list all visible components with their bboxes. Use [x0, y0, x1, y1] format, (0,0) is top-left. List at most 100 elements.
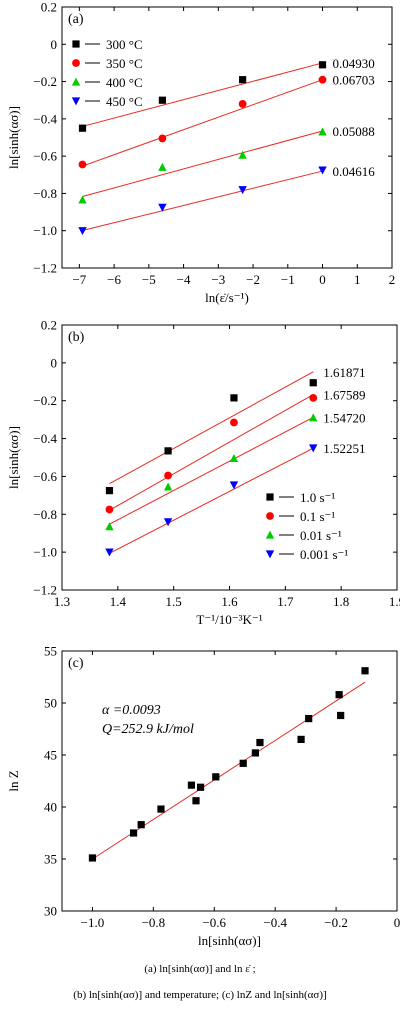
data-point: [192, 797, 200, 805]
panel-label: (a): [68, 12, 84, 27]
data-point: [230, 418, 238, 427]
data-point: [309, 413, 318, 422]
x-tick-label: 1.9: [389, 594, 400, 609]
data-point: [318, 75, 327, 84]
data-point: [318, 127, 327, 136]
slope-label: 0.04616: [333, 164, 376, 179]
fit-line: [92, 681, 366, 860]
y-tick-label: −0.2: [33, 393, 57, 408]
data-point: [163, 518, 173, 527]
x-tick-label: 1.3: [54, 594, 70, 609]
panel-label: (c): [68, 656, 84, 671]
legend-marker: [72, 40, 80, 48]
data-point: [78, 227, 87, 236]
legend: 1.0 s⁻¹ 0.1 s⁻¹ 0.01 s⁻¹ 0.001 s⁻¹: [265, 490, 348, 562]
y-tick-label: 30: [44, 904, 57, 919]
panel-label: (b): [68, 330, 85, 345]
x-tick-label: −2: [246, 272, 260, 287]
data-point: [78, 195, 87, 204]
x-tick-label: −3: [211, 272, 225, 287]
data-point: [164, 447, 172, 455]
fit-line: [109, 394, 314, 511]
fit-line: [82, 170, 323, 232]
x-tick-label: −6: [107, 272, 121, 287]
legend-label: 0.01 s⁻¹: [300, 528, 342, 543]
y-tick-label: −0.4: [33, 111, 57, 126]
fit-line: [82, 130, 323, 198]
data-point: [335, 691, 343, 699]
data-point: [164, 471, 172, 480]
data-point: [158, 134, 167, 143]
fit-line: [82, 62, 323, 127]
legend-label: 450 °C: [106, 94, 143, 109]
y-tick-label: −0.8: [33, 186, 57, 201]
data-point: [309, 379, 317, 387]
data-point: [229, 481, 239, 490]
series-3: 1.54720: [105, 410, 366, 531]
caption-line-2: (b) ln[sinh(ασ)] and temperature; (c) ln…: [73, 989, 327, 1001]
x-tick-label: −5: [142, 272, 156, 287]
x-tick-label: −1.0: [81, 915, 105, 930]
data-point: [212, 773, 220, 781]
y-tick-label: −0.6: [33, 149, 57, 164]
annotation-2: Q=252.9 kJ/mol: [102, 722, 194, 737]
chart-panel-1: −7 −6 −5 −4 −3 −2 −1 0 1 2 0.2 0 −0.2 −0.4 −0.6 −0.8 −1.…: [6, 0, 395, 305]
series-2: 0.06703: [78, 73, 375, 169]
legend-label: 0.001 s⁻¹: [300, 547, 348, 562]
series-3: 0.05088: [78, 124, 375, 204]
y-tick-label: −0.4: [33, 431, 57, 446]
slope-label: 1.61871: [323, 365, 365, 380]
y-tick-label: 50: [44, 696, 57, 711]
legend-marker: [72, 59, 80, 67]
annotation-1: α =0.0093: [102, 703, 161, 718]
x-tick-label: −4: [177, 272, 191, 287]
y-tick-label: −1.0: [33, 223, 57, 238]
x-tick-label: 1.8: [333, 594, 349, 609]
y-tick-label: −1.0: [33, 545, 57, 560]
y-tick-label: 35: [44, 852, 57, 867]
data-point: [238, 186, 247, 195]
data-point: [256, 738, 264, 747]
x-tick-label: 1: [354, 272, 361, 287]
x-tick-label: 1.6: [221, 594, 238, 609]
fit-line: [109, 371, 314, 485]
fit-line: [109, 447, 314, 554]
legend-label: 1.0 s⁻¹: [300, 490, 335, 505]
legend-label: 300 °C: [106, 37, 143, 52]
data-point: [238, 150, 247, 159]
data-point: [158, 162, 167, 171]
chart-panel-3: −1.0 −0.8 −0.6 −0.4 −0.2 0 30 35 40 45 50 55 ln[sinh…: [6, 644, 400, 949]
x-tick-label: −1: [281, 272, 295, 287]
data-point: [239, 76, 247, 84]
x-axis-label: ln(ε̇/s⁻¹): [205, 290, 249, 305]
legend-label: 400 °C: [106, 75, 143, 90]
x-tick-label: 1.4: [110, 594, 127, 609]
x-tick-label: −0.2: [324, 915, 348, 930]
data-point: [305, 715, 313, 723]
y-tick-label: −1.2: [33, 261, 57, 276]
data-point: [297, 735, 305, 743]
data-point: [105, 487, 114, 495]
fit-line: [109, 416, 314, 525]
data-point: [129, 829, 138, 837]
legend-marker: [265, 550, 275, 559]
data-point: [78, 124, 87, 132]
x-tick-label: 2: [389, 272, 396, 287]
data-point: [318, 61, 327, 69]
legend-marker: [71, 77, 81, 86]
data-point: [187, 781, 196, 789]
slope-label: 0.05088: [333, 124, 375, 139]
y-tick-label: 0: [51, 355, 58, 370]
data-point: [157, 805, 165, 813]
y-tick-label: −1.2: [33, 583, 57, 598]
caption-line-1: (a) ln[sinh(ασ)] and ln ε̇ ;: [144, 963, 256, 975]
data-point: [361, 667, 369, 675]
y-tick-label: −0.2: [33, 74, 57, 89]
slope-label: 0.04930: [333, 56, 375, 71]
y-tick-label: −0.8: [33, 507, 57, 522]
data-point: [158, 96, 166, 104]
series-4: 1.52251: [105, 441, 366, 557]
slope-label: 0.06703: [333, 73, 375, 88]
x-tick-label: −0.8: [142, 915, 166, 930]
data-point: [239, 759, 247, 767]
